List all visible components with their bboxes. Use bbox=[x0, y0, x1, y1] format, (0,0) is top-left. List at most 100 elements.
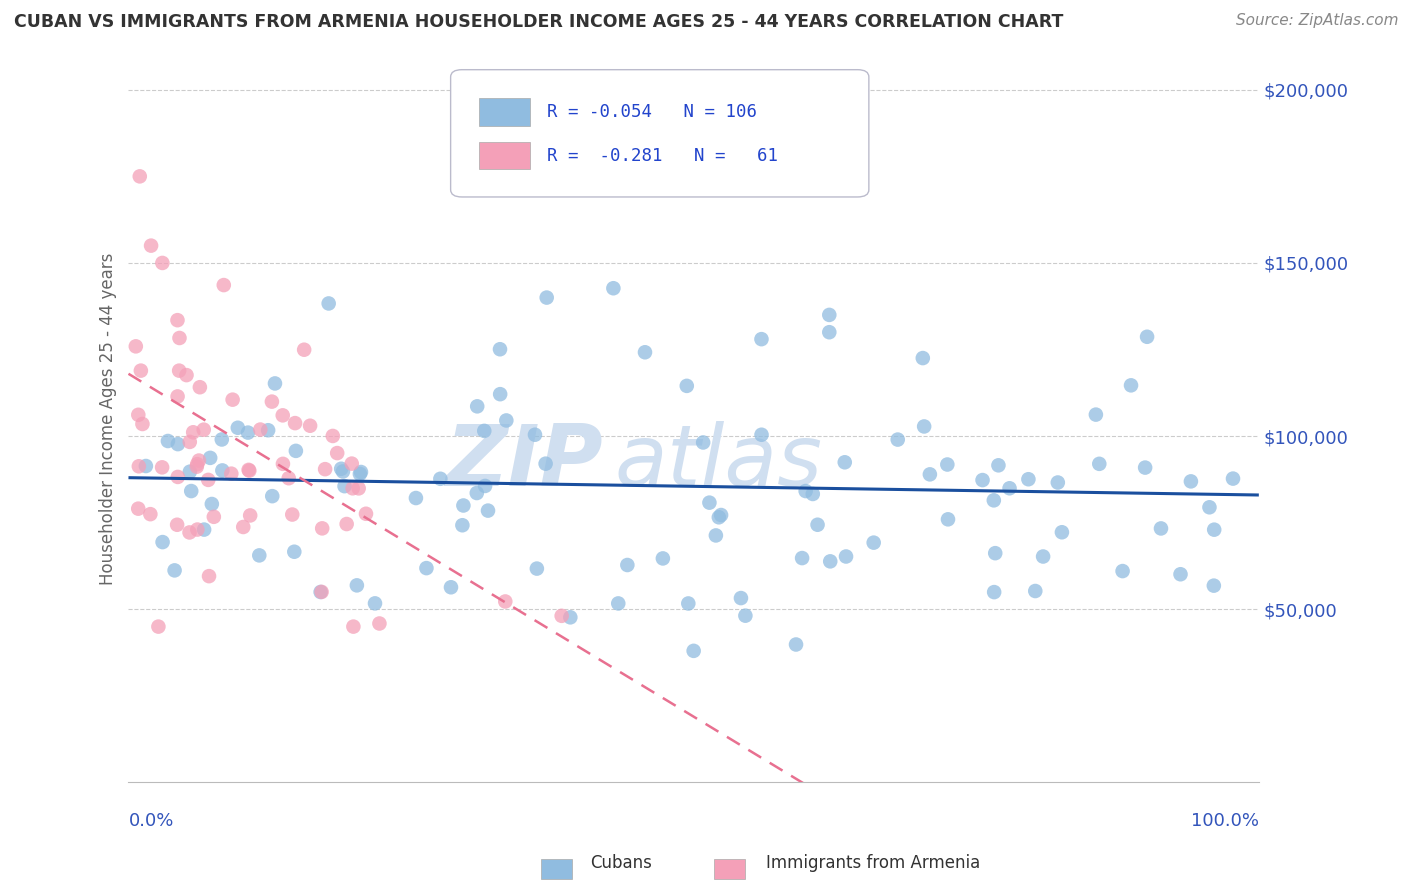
Point bbox=[180, 484, 202, 499]
Point bbox=[221, 392, 243, 407]
Point bbox=[181, 425, 204, 440]
Point bbox=[1202, 579, 1225, 593]
Text: R =  -0.281   N =   61: R = -0.281 N = 61 bbox=[547, 146, 778, 164]
Point bbox=[734, 608, 756, 623]
Point bbox=[616, 558, 638, 572]
FancyBboxPatch shape bbox=[451, 70, 869, 197]
Point bbox=[129, 364, 152, 378]
Point bbox=[318, 296, 340, 310]
Point bbox=[262, 489, 284, 503]
Point bbox=[1111, 564, 1133, 578]
Point bbox=[236, 425, 259, 440]
Point bbox=[135, 458, 157, 473]
Point bbox=[936, 458, 959, 472]
Point bbox=[984, 546, 1007, 560]
Text: Cubans: Cubans bbox=[591, 855, 652, 872]
Point bbox=[1204, 523, 1226, 537]
Point bbox=[169, 331, 191, 345]
Point bbox=[634, 345, 657, 359]
Point bbox=[675, 379, 697, 393]
Point bbox=[284, 416, 307, 430]
Point bbox=[1084, 408, 1107, 422]
Point bbox=[193, 423, 215, 437]
Point bbox=[179, 434, 201, 449]
Point bbox=[336, 516, 359, 531]
Point bbox=[330, 462, 353, 476]
Point bbox=[271, 409, 294, 423]
Point bbox=[198, 450, 221, 465]
Point bbox=[429, 472, 451, 486]
Point bbox=[1133, 460, 1156, 475]
Point bbox=[211, 433, 233, 447]
Point bbox=[186, 523, 208, 537]
Point bbox=[887, 433, 910, 447]
Point bbox=[453, 499, 475, 513]
Point bbox=[801, 487, 824, 501]
Point bbox=[179, 525, 201, 540]
Point bbox=[125, 339, 148, 353]
Point bbox=[607, 596, 630, 610]
Point bbox=[260, 394, 283, 409]
Text: CUBAN VS IMMIGRANTS FROM ARMENIA HOUSEHOLDER INCOME AGES 25 - 44 YEARS CORRELATI: CUBAN VS IMMIGRANTS FROM ARMENIA HOUSEHO… bbox=[14, 13, 1063, 31]
Point bbox=[232, 520, 254, 534]
Point bbox=[239, 508, 262, 523]
Point bbox=[489, 343, 512, 357]
Point bbox=[166, 313, 188, 327]
Point bbox=[166, 517, 188, 532]
Point bbox=[201, 497, 224, 511]
Point bbox=[704, 528, 727, 542]
Point bbox=[730, 591, 752, 605]
Point bbox=[212, 278, 235, 293]
Point bbox=[167, 437, 190, 451]
Point bbox=[247, 549, 270, 563]
Point bbox=[651, 551, 673, 566]
Point bbox=[277, 471, 299, 485]
Point bbox=[238, 463, 260, 477]
Point bbox=[139, 238, 162, 252]
Point bbox=[332, 465, 354, 479]
Point bbox=[405, 491, 427, 505]
Point bbox=[179, 465, 201, 479]
Point bbox=[156, 434, 179, 448]
Point bbox=[987, 458, 1010, 473]
Y-axis label: Householder Income Ages 25 - 44 years: Householder Income Ages 25 - 44 years bbox=[100, 252, 117, 585]
Point bbox=[710, 508, 733, 522]
Point bbox=[281, 508, 304, 522]
Point bbox=[226, 421, 249, 435]
Point bbox=[354, 507, 377, 521]
Point bbox=[340, 457, 363, 471]
Point bbox=[1050, 525, 1073, 540]
Point bbox=[197, 473, 219, 487]
Point bbox=[818, 325, 841, 339]
Point bbox=[349, 467, 371, 481]
Point bbox=[198, 569, 221, 583]
Point bbox=[699, 496, 721, 510]
Point bbox=[912, 419, 935, 434]
Point bbox=[534, 457, 557, 471]
FancyBboxPatch shape bbox=[479, 98, 530, 126]
Text: R = -0.054   N = 106: R = -0.054 N = 106 bbox=[547, 103, 756, 121]
Point bbox=[862, 535, 884, 549]
Point bbox=[1222, 472, 1244, 486]
Point bbox=[1024, 584, 1046, 599]
Point bbox=[790, 551, 813, 566]
Point bbox=[314, 462, 336, 476]
Point bbox=[440, 580, 463, 594]
Point bbox=[342, 481, 364, 495]
Point bbox=[526, 561, 548, 575]
Point bbox=[465, 400, 488, 414]
Point bbox=[550, 608, 572, 623]
Point bbox=[751, 427, 773, 442]
Point bbox=[707, 510, 730, 524]
Point bbox=[523, 427, 546, 442]
Point bbox=[494, 594, 516, 608]
Point bbox=[311, 521, 333, 535]
Point bbox=[299, 418, 322, 433]
Point bbox=[835, 549, 858, 564]
Point bbox=[292, 343, 315, 357]
Point bbox=[465, 486, 488, 500]
Point bbox=[1088, 457, 1111, 471]
Point bbox=[249, 423, 271, 437]
Point bbox=[477, 503, 499, 517]
Text: atlas: atlas bbox=[614, 421, 823, 504]
